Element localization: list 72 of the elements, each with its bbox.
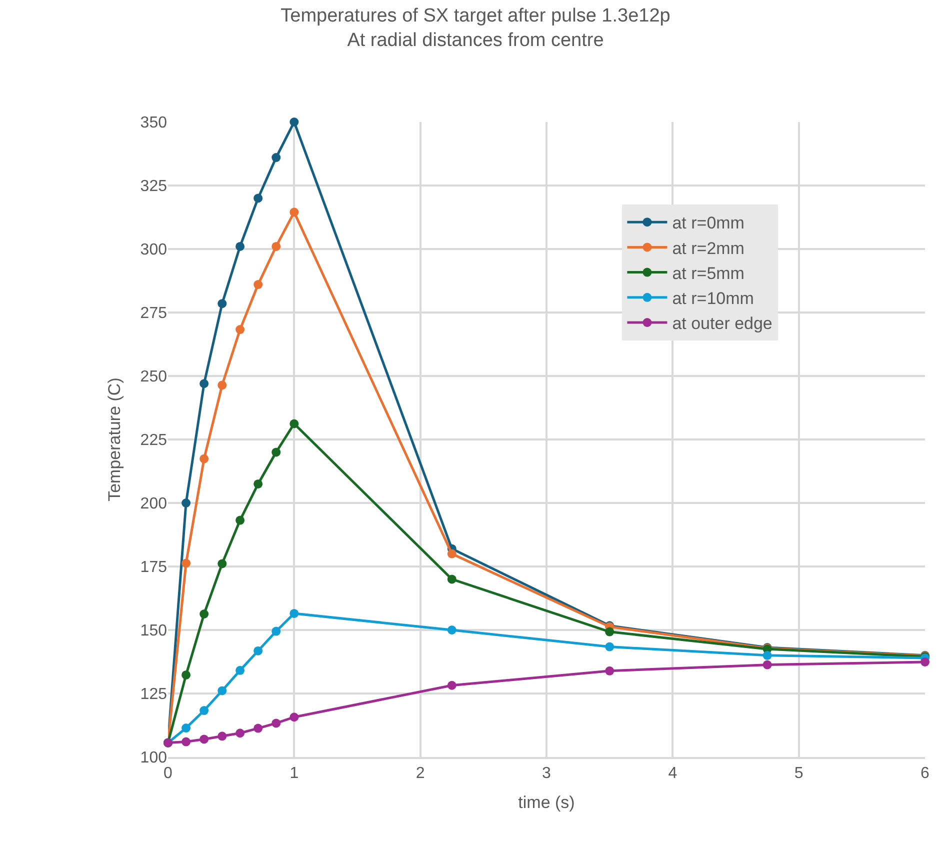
point — [762, 660, 772, 670]
point — [272, 448, 281, 457]
y-tick-label: 300 — [140, 242, 168, 259]
point — [200, 379, 209, 388]
point — [236, 666, 245, 675]
legend-label: at r=2mm — [672, 238, 744, 258]
point — [447, 626, 456, 634]
point — [272, 626, 281, 636]
x-tick-label: 4 — [668, 764, 678, 782]
point — [290, 118, 299, 126]
point — [236, 325, 245, 334]
point — [200, 610, 209, 618]
point — [290, 208, 299, 217]
x-tick-label: 2 — [416, 764, 425, 782]
point — [920, 658, 930, 666]
x-tick-label: 5 — [794, 764, 804, 782]
x-tick-label: 6 — [920, 764, 930, 782]
point — [254, 194, 263, 203]
y-tick-label: 325 — [140, 178, 168, 196]
legend-label: at outer edge — [672, 314, 772, 334]
point — [218, 380, 227, 390]
point — [605, 642, 614, 652]
point — [254, 724, 263, 733]
point — [236, 242, 245, 251]
point — [182, 498, 191, 508]
point — [218, 686, 227, 696]
point — [272, 153, 281, 162]
x-tick-label: 3 — [542, 764, 552, 782]
point — [605, 627, 614, 636]
point — [200, 454, 209, 464]
point — [290, 419, 299, 428]
y-tick-label: 100 — [140, 750, 168, 767]
y-tick-label: 275 — [140, 305, 168, 322]
point — [236, 516, 245, 525]
point — [182, 737, 191, 746]
point — [182, 558, 191, 568]
y-axis-title: Temperature (C) — [104, 378, 124, 502]
point — [605, 666, 614, 676]
legend-label: at r=0mm — [672, 214, 744, 233]
y-tick-label: 350 — [140, 114, 168, 132]
point — [236, 728, 245, 738]
point — [254, 280, 263, 290]
y-tick-label: 250 — [140, 368, 168, 386]
point — [218, 299, 227, 308]
point — [182, 670, 191, 680]
y-tick-label: 225 — [140, 432, 168, 450]
x-tick-label: 1 — [290, 764, 299, 782]
y-tick-label: 175 — [140, 559, 168, 576]
point — [762, 650, 772, 660]
y-tick-label: 200 — [140, 496, 168, 513]
legend-label: at r=10mm — [672, 289, 754, 308]
y-tick-label: 150 — [140, 622, 168, 640]
point — [254, 646, 263, 656]
chart-subtitle: At radial distances from centre — [347, 30, 604, 52]
point — [290, 712, 299, 722]
point — [218, 559, 227, 568]
point — [272, 242, 281, 251]
point — [254, 479, 263, 488]
point — [182, 724, 191, 733]
point — [447, 549, 456, 558]
chart-title: Temperatures of SX target after pulse 1.3e12p — [280, 5, 670, 26]
point — [272, 718, 281, 728]
x-axis-title: time (s) — [518, 792, 575, 812]
point — [290, 608, 299, 618]
legend-label: at r=5mm — [672, 264, 744, 283]
point — [447, 574, 456, 584]
x-tick-label: 0 — [164, 764, 173, 782]
point — [218, 732, 227, 741]
point — [447, 680, 456, 690]
point — [200, 734, 209, 744]
y-tick-label: 125 — [140, 686, 168, 704]
point — [200, 706, 209, 716]
